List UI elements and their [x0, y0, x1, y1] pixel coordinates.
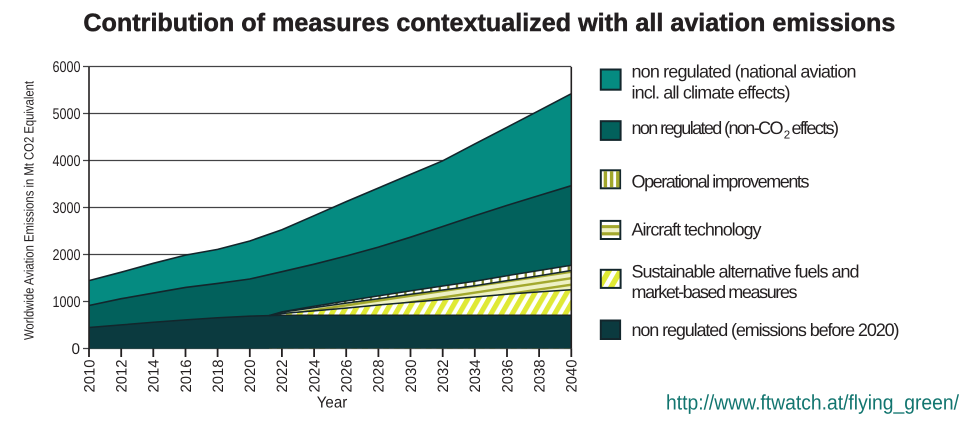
- svg-text:Contribution of measures conte: Contribution of measures contextualized …: [83, 9, 895, 37]
- svg-text:2030: 2030: [403, 360, 420, 393]
- svg-text:2010: 2010: [81, 360, 98, 393]
- svg-text:non regulated (national aviati: non regulated (national aviation: [632, 62, 857, 82]
- svg-text:2028: 2028: [371, 360, 388, 393]
- svg-text:2014: 2014: [146, 360, 163, 393]
- svg-text:2016: 2016: [178, 360, 195, 393]
- svg-text:effects): effects): [792, 118, 840, 138]
- svg-text:2000: 2000: [53, 247, 81, 264]
- svg-text:Sustainable alternative fuels: Sustainable alternative fuels and: [632, 262, 860, 282]
- svg-text:http://www.ftwatch.at/flying_g: http://www.ftwatch.at/flying_green/: [666, 392, 959, 415]
- svg-text:2020: 2020: [242, 360, 259, 393]
- svg-text:5000: 5000: [53, 106, 81, 123]
- svg-text:2022: 2022: [274, 360, 291, 393]
- svg-text:2: 2: [784, 130, 790, 142]
- svg-text:6000: 6000: [53, 59, 81, 76]
- svg-text:Operational improvements: Operational improvements: [632, 171, 810, 191]
- svg-text:2032: 2032: [435, 360, 452, 393]
- svg-text:2018: 2018: [210, 360, 227, 393]
- svg-text:Aircraft technology: Aircraft technology: [632, 219, 762, 239]
- svg-text:Year: Year: [317, 395, 348, 412]
- svg-text:3000: 3000: [53, 200, 81, 217]
- svg-text:2024: 2024: [306, 360, 323, 393]
- svg-text:2034: 2034: [467, 360, 484, 393]
- svg-text:2038: 2038: [531, 360, 548, 393]
- svg-text:2040: 2040: [564, 360, 581, 393]
- svg-text:non regulated (emissions befor: non regulated (emissions before 2020): [632, 320, 900, 340]
- svg-text:Worldwide Aviation Emissions i: Worldwide Aviation Emissions in Mt CO2 E…: [22, 81, 37, 340]
- svg-text:non regulated (non-CO: non regulated (non-CO: [632, 118, 784, 138]
- svg-text:2026: 2026: [339, 360, 356, 393]
- svg-text:2012: 2012: [114, 360, 131, 393]
- svg-text:1000: 1000: [53, 294, 81, 311]
- svg-text:2036: 2036: [499, 360, 516, 393]
- svg-text:4000: 4000: [53, 153, 81, 170]
- svg-text:market-based measures: market-based measures: [632, 282, 798, 302]
- svg-text:incl. all climate effects): incl. all climate effects): [632, 82, 791, 102]
- svg-text:0: 0: [72, 341, 81, 358]
